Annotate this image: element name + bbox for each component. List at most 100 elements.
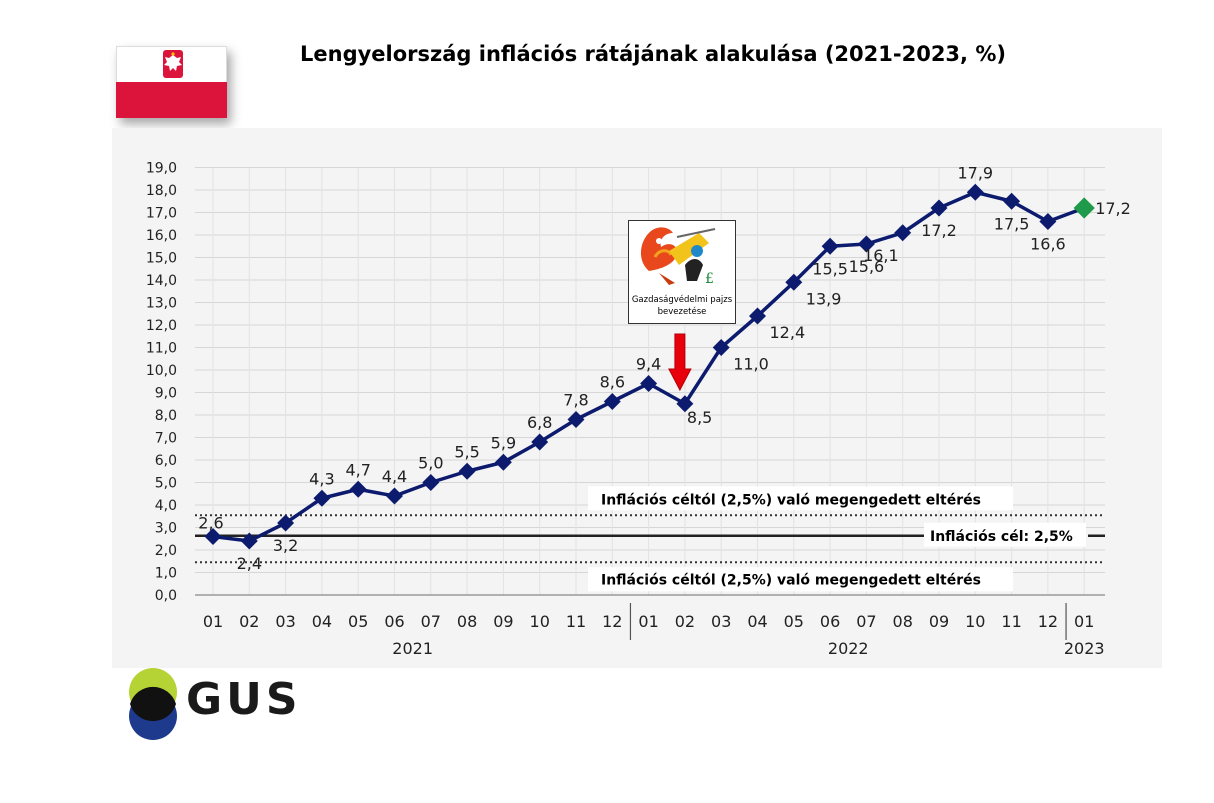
data-value-label: 2,4 bbox=[237, 554, 262, 573]
x-tick-label: 08 bbox=[893, 612, 913, 631]
data-value-label: 9,4 bbox=[636, 355, 661, 374]
data-value-label: 15,5 bbox=[812, 259, 848, 278]
y-tick-label: 2,0 bbox=[155, 543, 177, 559]
target-label: Inflációs cél: 2,5% bbox=[930, 529, 1073, 545]
x-tick-label: 11 bbox=[1001, 612, 1021, 631]
x-tick-label: 01 bbox=[203, 612, 223, 631]
data-value-label: 16,1 bbox=[863, 246, 899, 265]
series-layer: 2,6 2,4 3,2 4,3 4,7 4,4 5,0 5,5 5,9 6,8 7,8 8,6 9,4 8… bbox=[198, 163, 1131, 573]
x-tick-label: 11 bbox=[566, 612, 586, 631]
flag-red-stripe bbox=[116, 82, 227, 118]
data-value-label: 5,5 bbox=[454, 442, 479, 461]
annotation-arrow-layer bbox=[668, 333, 692, 392]
data-value-label: 4,4 bbox=[382, 467, 407, 486]
y-tick-label: 15,0 bbox=[146, 251, 177, 267]
data-point-marker bbox=[1073, 197, 1095, 219]
gus-logo: GUS bbox=[124, 662, 314, 742]
down-arrow-icon bbox=[668, 333, 692, 392]
y-tick-label: 3,0 bbox=[155, 521, 177, 537]
x-tick-label: 02 bbox=[239, 612, 259, 631]
year-label: 2022 bbox=[828, 639, 869, 658]
x-tick-label: 06 bbox=[820, 612, 840, 631]
x-tick-label: 10 bbox=[965, 612, 985, 631]
data-value-label: 4,3 bbox=[309, 469, 334, 488]
y-tick-label: 4,0 bbox=[155, 498, 177, 514]
data-point-marker bbox=[930, 199, 948, 217]
y-tick-label: 14,0 bbox=[146, 273, 177, 289]
data-point-marker bbox=[749, 307, 766, 325]
y-tick-label: 19,0 bbox=[146, 161, 177, 177]
data-value-label: 2,6 bbox=[198, 514, 223, 533]
data-point-marker bbox=[240, 532, 258, 550]
x-tick-label: 09 bbox=[929, 612, 949, 631]
x-tick-label: 09 bbox=[493, 612, 513, 631]
data-point-marker bbox=[821, 237, 839, 255]
y-tick-label: 6,0 bbox=[155, 453, 177, 469]
lower-label-background bbox=[588, 567, 1013, 592]
data-point-marker bbox=[349, 480, 367, 498]
y-tick-label: 9,0 bbox=[155, 386, 177, 402]
x-tick-label: 07 bbox=[856, 612, 876, 631]
dragon-shield-cartoon-icon: £ bbox=[640, 227, 716, 287]
y-tick-label: 11,0 bbox=[146, 341, 177, 357]
y-tick-label: 18,0 bbox=[146, 183, 177, 199]
data-point-marker bbox=[640, 375, 658, 392]
data-value-label: 17,5 bbox=[994, 214, 1030, 233]
data-point-marker bbox=[603, 393, 621, 410]
poland-flag bbox=[116, 46, 227, 118]
data-value-label: 17,2 bbox=[1095, 199, 1131, 218]
flag-white-stripe bbox=[116, 46, 227, 82]
chart-title: Lengyelország inflációs rátájának alakul… bbox=[300, 42, 1006, 66]
data-value-label: 11,0 bbox=[733, 355, 769, 374]
x-tick-label: 01 bbox=[1074, 612, 1094, 631]
data-point-marker bbox=[1039, 213, 1057, 230]
data-value-label: 5,9 bbox=[491, 433, 516, 452]
upper-tolerance-label: Inflációs céltól (2,5%) való megengedett… bbox=[601, 492, 981, 508]
data-value-label: 8,5 bbox=[687, 408, 712, 427]
data-value-label: 8,6 bbox=[600, 373, 625, 392]
y-tick-label: 12,0 bbox=[146, 318, 177, 334]
x-tick-label: 05 bbox=[784, 612, 804, 631]
data-point-marker bbox=[386, 487, 403, 505]
x-tick-label: 03 bbox=[275, 612, 295, 631]
data-point-marker bbox=[277, 514, 295, 532]
data-point-marker bbox=[1003, 192, 1021, 210]
reference-lines-layer: Inflációs céltól (2,5%) való megengedett… bbox=[195, 486, 1105, 592]
data-point-marker bbox=[422, 474, 440, 491]
data-point-marker bbox=[857, 235, 875, 253]
annotation-caption-line1: Gazdaságvédelmi pajzs bbox=[631, 295, 733, 305]
y-tick-label: 7,0 bbox=[155, 431, 177, 447]
y-tick-label: 10,0 bbox=[146, 363, 177, 379]
data-point-marker bbox=[313, 489, 331, 507]
data-value-label: 13,9 bbox=[806, 289, 842, 308]
data-value-label: 6,8 bbox=[527, 413, 552, 432]
x-tick-label: 12 bbox=[602, 612, 622, 631]
year-label: 2023 bbox=[1064, 639, 1105, 658]
economic-shield-annotation: £ Gazdaságvédelmi pajzs bevezetése bbox=[628, 220, 736, 324]
svg-text:£: £ bbox=[705, 271, 714, 287]
data-value-label: 17,2 bbox=[921, 221, 957, 240]
data-point-marker bbox=[494, 453, 512, 471]
x-tick-label: 08 bbox=[457, 612, 477, 631]
data-point-marker bbox=[204, 528, 222, 545]
year-label: 2021 bbox=[392, 639, 433, 658]
y-tick-label: 17,0 bbox=[146, 206, 177, 222]
x-tick-label: 04 bbox=[747, 612, 767, 631]
gus-circles-icon bbox=[129, 668, 177, 740]
x-tick-label: 07 bbox=[421, 612, 441, 631]
y-tick-label: 8,0 bbox=[155, 408, 177, 424]
y-tick-label: 1,0 bbox=[155, 566, 177, 582]
y-tick-label: 16,0 bbox=[146, 228, 177, 244]
data-point-marker bbox=[712, 339, 730, 356]
data-point-marker bbox=[531, 433, 549, 451]
white-eagle-icon bbox=[163, 50, 183, 78]
y-tick-label: 0,0 bbox=[155, 588, 177, 604]
gus-logo-text: GUS bbox=[186, 674, 302, 725]
target-label-background bbox=[924, 522, 1086, 547]
upper-label-background bbox=[588, 486, 1013, 511]
y-tick-label: 5,0 bbox=[155, 476, 177, 492]
data-value-label: 5,0 bbox=[418, 454, 443, 473]
data-point-marker bbox=[966, 183, 984, 201]
lower-tolerance-label: Inflációs céltól (2,5%) való megengedett… bbox=[601, 572, 981, 588]
